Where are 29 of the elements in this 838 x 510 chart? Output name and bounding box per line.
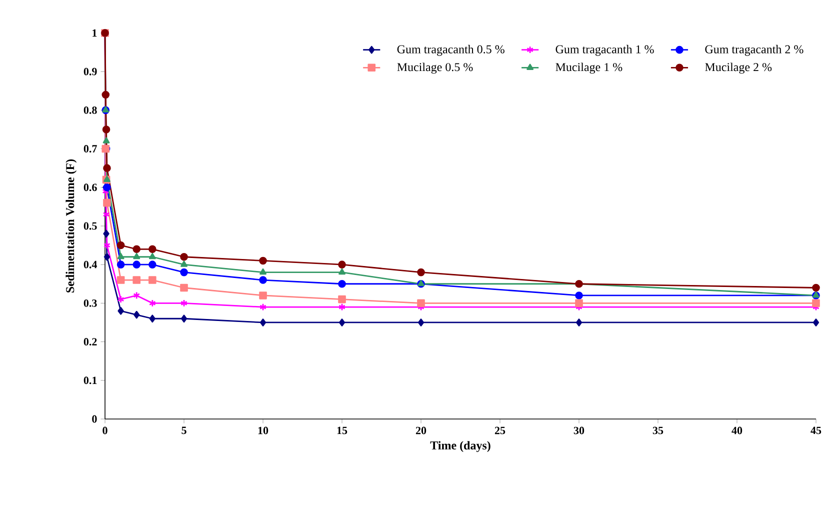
y-tick-label: 0 bbox=[92, 415, 97, 423]
y-tick-label: 0.1 bbox=[84, 376, 97, 384]
x-tick-label: 30 bbox=[574, 426, 584, 434]
x-tick-label: 40 bbox=[732, 426, 742, 434]
x-tick-label: 15 bbox=[337, 426, 348, 434]
legend-label: Gum tragacanth 2 % bbox=[705, 44, 804, 56]
legend-label: Gum tragacanth 1 % bbox=[556, 44, 654, 56]
legend-label: Mucilage 0.5 % bbox=[397, 62, 473, 74]
legend-label: Gum tragacanth 0.5 % bbox=[397, 44, 504, 56]
y-tick-label: 0.6 bbox=[84, 184, 97, 192]
x-tick-label: 10 bbox=[258, 426, 268, 434]
x-tick-label: 45 bbox=[810, 426, 822, 434]
x-tick-label: 20 bbox=[416, 426, 426, 434]
y-tick-label: 0.3 bbox=[84, 299, 97, 307]
x-axis-title: Time (days) bbox=[430, 441, 490, 452]
legend-label: Mucilage 2 % bbox=[705, 62, 772, 74]
y-axis-title: Sedimentation Volume (F) bbox=[66, 159, 77, 292]
y-tick-label: 0.5 bbox=[84, 222, 97, 230]
x-tick-label: 5 bbox=[182, 426, 186, 434]
y-tick-label: 1 bbox=[92, 29, 97, 37]
x-tick-label: 25 bbox=[494, 426, 506, 434]
x-tick-label: 35 bbox=[652, 426, 664, 434]
legend-label: Mucilage 1 % bbox=[556, 62, 622, 74]
y-tick-label: 0.9 bbox=[84, 68, 97, 76]
y-tick-label: 0.8 bbox=[84, 106, 97, 114]
y-tick-label: 0.2 bbox=[84, 338, 97, 346]
y-tick-label: 0.7 bbox=[84, 145, 97, 153]
y-tick-label: 0.4 bbox=[84, 260, 97, 268]
x-tick-label: 0 bbox=[102, 426, 108, 434]
